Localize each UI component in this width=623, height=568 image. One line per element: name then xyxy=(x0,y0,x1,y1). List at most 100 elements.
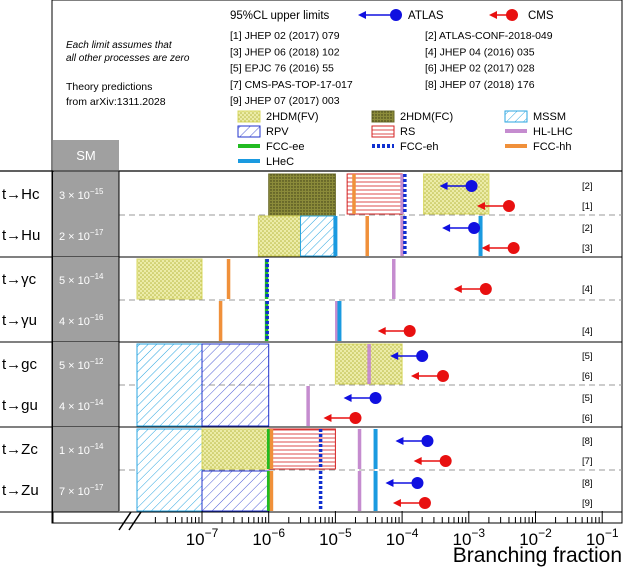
limit-reference-10: [6] xyxy=(582,413,593,424)
reference-3: [3] JHEP 06 (2018) 102 xyxy=(230,46,340,58)
sm-cell-group-4 xyxy=(53,427,119,512)
limit-reference-12: [7] xyxy=(582,456,593,467)
process-label-5: t→gc xyxy=(2,356,38,373)
limit-cms-12 xyxy=(413,455,452,467)
upper-limits-label: 95%CL upper limits xyxy=(230,10,330,22)
legend-swatch-rs xyxy=(371,125,395,138)
sm-value-2: 2 × 10−17 xyxy=(59,228,104,243)
limit-arrow-head xyxy=(439,182,448,190)
limit-reference-4: [3] xyxy=(582,243,593,254)
legend-label-h2fc: 2HDM(FC) xyxy=(400,111,453,123)
cms-label: CMS xyxy=(528,10,554,22)
sm-cell-group-3 xyxy=(53,342,119,427)
reference-2: [2] ATLAS-CONF-2018-049 xyxy=(425,30,553,42)
header-panel: 95%CL upper limits ATLAS CMS Each limit … xyxy=(66,9,573,168)
limit-cms-5 xyxy=(453,283,492,295)
limit-arrow-head xyxy=(481,244,490,252)
process-label-7: t→Zc xyxy=(2,441,38,458)
limit-reference-3: [2] xyxy=(582,223,593,234)
theory-note-line-2: from arXiv:1311.2028 xyxy=(66,96,166,108)
legend-label-fcceh: FCC-eh xyxy=(400,141,439,153)
cms-legend-arrow xyxy=(489,9,518,21)
legend-swatch-mssm xyxy=(504,110,528,123)
process-rows: t→Hc t→Hu 3 × 10−15 2 × 10−17 t→γc t→γu 5 × 10… xyxy=(0,170,623,523)
limit-reference-11: [8] xyxy=(582,436,593,447)
theory-box-h2fv-12 xyxy=(201,428,270,470)
limit-atlas-13 xyxy=(385,477,424,489)
x-axis-label: Branching fraction xyxy=(453,544,622,567)
theory-box-h2fv-6 xyxy=(136,258,203,300)
sm-cell-group-2 xyxy=(53,257,119,342)
process-label-1: t→Hc xyxy=(2,186,40,203)
limit-arrow-head xyxy=(323,414,332,422)
theory-box-mssm-10 xyxy=(136,428,203,512)
limit-arrow-head xyxy=(395,437,404,445)
limit-arrow-head xyxy=(392,499,401,507)
x-tick-label-4: 10−4 xyxy=(386,526,419,549)
limit-marker xyxy=(418,497,431,509)
sm-cell-group-1 xyxy=(53,172,119,257)
theory-box-rs-5 xyxy=(346,173,403,215)
limit-marker xyxy=(436,370,449,382)
limit-marker xyxy=(479,283,492,295)
limit-marker xyxy=(411,477,424,489)
theory-box-h2fv-2 xyxy=(423,173,490,215)
limit-reference-2: [1] xyxy=(582,201,593,212)
legend-label-rpv: RPV xyxy=(266,126,289,138)
limit-arrow-head xyxy=(442,224,451,232)
legend-swatch-rpv xyxy=(237,125,261,138)
limit-reference-9: [5] xyxy=(582,393,593,404)
process-label-4: t→γu xyxy=(2,312,37,329)
limit-reference-13: [8] xyxy=(582,478,593,489)
limit-atlas-9 xyxy=(343,392,382,404)
limit-atlas-7 xyxy=(390,350,429,362)
limit-marker xyxy=(421,435,434,447)
limit-arrow-head xyxy=(453,285,462,293)
legend-label-fcchh: FCC-hh xyxy=(533,141,572,153)
projection-lines xyxy=(218,174,483,511)
limit-arrow-head xyxy=(343,394,352,402)
atlas-legend-arrow xyxy=(358,9,402,21)
sm-value-7: 1 × 10−14 xyxy=(59,442,104,457)
x-tick-label-5: 10−3 xyxy=(452,526,485,549)
theory-box-rs-13 xyxy=(268,428,336,470)
limit-arrow-head xyxy=(385,479,394,487)
limit-marker xyxy=(502,200,515,212)
legend: 2HDM(FV) 2HDM(FC) MSSM RPV RS HL-LHC FCC-ee FCC… xyxy=(237,110,573,168)
process-label-8: t→Zu xyxy=(2,482,39,499)
theory-box-h2fv-3 xyxy=(257,215,302,257)
limit-marker xyxy=(468,222,481,234)
legend-label-lhec: LHeC xyxy=(266,156,294,168)
limit-cms-10 xyxy=(323,412,362,424)
limit-atlas-11 xyxy=(395,435,434,447)
limit-marker xyxy=(416,350,429,362)
theory-box-mssm-7 xyxy=(136,343,203,427)
legend-label-fccee: FCC-ee xyxy=(266,141,305,153)
limit-atlas-3 xyxy=(442,222,481,234)
theory-note-line-1: Theory predictions xyxy=(66,81,152,93)
reference-4: [4] JHEP 04 (2016) 035 xyxy=(425,46,535,58)
reference-list: [1] JHEP 02 (2017) 079 [2] ATLAS-CONF-201… xyxy=(230,30,553,107)
reference-1: [1] JHEP 02 (2017) 079 xyxy=(230,30,340,42)
reference-9: [9] JHEP 07 (2017) 003 xyxy=(230,95,340,107)
sm-value-5: 5 × 10−12 xyxy=(59,357,104,372)
limit-reference-1: [2] xyxy=(582,181,593,192)
assumption-note-line-2: all other processes are zero xyxy=(66,53,190,64)
reference-5: [5] EPJC 76 (2016) 55 xyxy=(230,63,334,75)
limit-marker xyxy=(369,392,382,404)
limit-reference-6: [4] xyxy=(582,326,593,337)
process-label-2: t→Hu xyxy=(2,227,40,244)
limit-marker xyxy=(439,455,452,467)
legend-swatch-h2fv xyxy=(237,110,261,123)
theory-box-rpv-8 xyxy=(201,343,270,427)
legend-label-h2fv: 2HDM(FV) xyxy=(266,111,319,123)
sm-value-4: 4 × 10−16 xyxy=(59,313,104,328)
reference-6: [6] JHEP 02 (2017) 028 xyxy=(425,63,535,75)
theory-box-rpv-11 xyxy=(201,470,270,512)
legend-swatch-h2fc xyxy=(371,110,395,123)
limit-cms-6 xyxy=(377,325,416,337)
atlas-label: ATLAS xyxy=(408,10,444,22)
x-tick-label-6: 10−2 xyxy=(519,526,552,549)
limit-marker xyxy=(403,325,416,337)
